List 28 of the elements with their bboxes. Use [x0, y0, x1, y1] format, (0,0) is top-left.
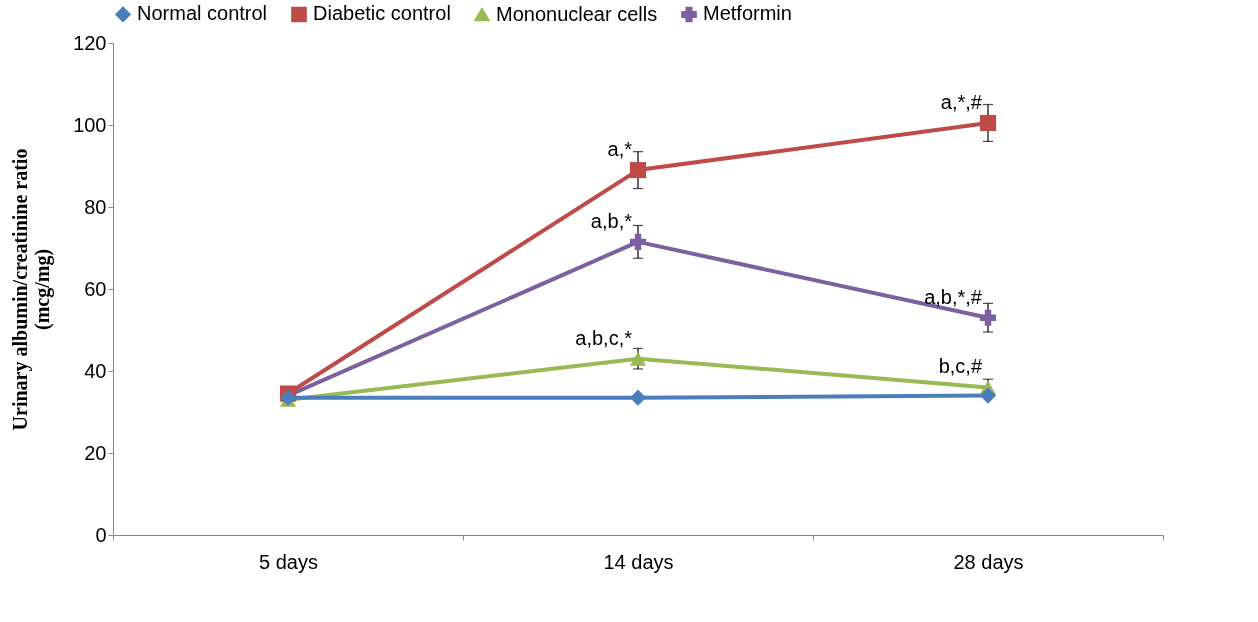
point — [629, 162, 647, 179]
y-tick-label: 40 — [84, 359, 107, 382]
y-tick-label: 80 — [84, 195, 107, 218]
point — [979, 309, 997, 326]
x-tick-label: 14 days — [603, 550, 674, 573]
x-tick-label: 28 days — [953, 550, 1024, 573]
y-tick-label: 60 — [84, 277, 107, 300]
point — [629, 389, 647, 406]
y-axis-title: Urinary albumin/creatinine ratio (mcg/mg) — [9, 148, 55, 431]
annotation: a,b,* — [590, 209, 633, 232]
legend-label: Normal control — [137, 2, 268, 25]
point — [979, 387, 997, 404]
point — [629, 351, 647, 366]
legend-label: Metformin — [703, 2, 792, 25]
legend-label: Diabetic control — [313, 2, 451, 25]
annotation: a,* — [607, 138, 633, 161]
y-tick-label: 0 — [95, 523, 107, 546]
point — [629, 233, 647, 250]
annotation: a,b,*,# — [924, 285, 983, 308]
y-tick-label: 100 — [73, 113, 107, 136]
point — [979, 114, 997, 132]
x-tick-label: 5 days — [259, 550, 318, 573]
annotation: a,*,# — [940, 90, 983, 113]
y-tick-label: 120 — [73, 31, 107, 54]
annotation: b,c,# — [938, 355, 983, 378]
legend-label: Mononuclear cells — [496, 2, 658, 25]
y-tick-label: 20 — [84, 441, 107, 464]
annotation: a,b,c,* — [575, 326, 633, 349]
